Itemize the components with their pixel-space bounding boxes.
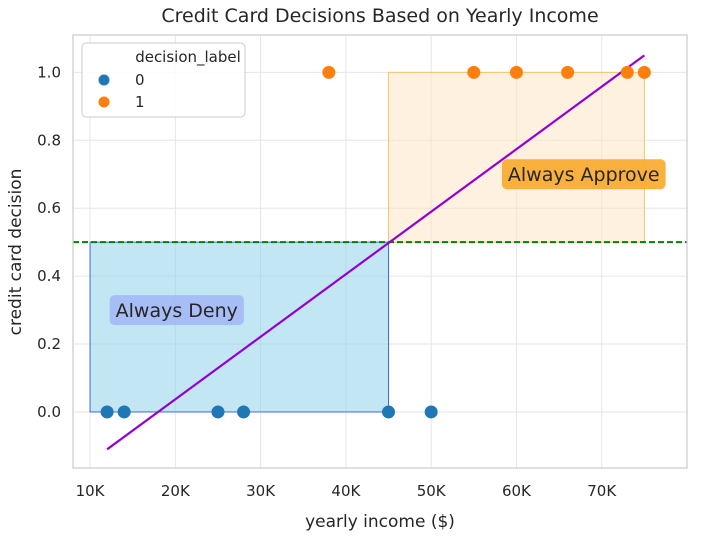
annotation-box: [109, 295, 244, 326]
legend: decision_label 01: [81, 42, 246, 118]
chart-title: Credit Card Decisions Based on Yearly In…: [161, 5, 598, 27]
annotations: Always Deny Always Approve: [109, 159, 666, 326]
y-tick-label: 0.6: [37, 199, 61, 217]
legend-title: decision_label: [135, 48, 241, 67]
annotation-label: Always Deny: [116, 300, 238, 322]
y-tick-label: 0.0: [37, 403, 61, 421]
regression-line: [106, 54, 646, 451]
points: [100, 65, 651, 419]
data-point-label-1: [637, 65, 651, 79]
y-axis-label: credit card decision: [6, 169, 26, 336]
data-point-label-1: [467, 65, 481, 79]
data-point-label-1: [322, 65, 336, 79]
plot-frame: [72, 34, 688, 469]
y-tick-label: 0.2: [37, 335, 61, 353]
x-tick-label: 10K: [76, 482, 106, 500]
data-point-label-0: [117, 405, 131, 419]
y-tick-label: 1.0: [37, 63, 61, 81]
data-point-label-0: [382, 405, 396, 419]
y-tick-label: 0.4: [37, 267, 61, 285]
data-point-label-1: [509, 65, 523, 79]
legend-marker-1: [98, 96, 110, 108]
x-tick-label: 40K: [331, 482, 361, 500]
annotation-box: [501, 159, 666, 190]
legend-label-1: 1: [135, 93, 145, 111]
y-axis-ticks: 0.0 0.2 0.4 0.6 0.8 1.0: [37, 63, 61, 421]
y-tick-label: 0.8: [37, 131, 61, 149]
x-axis-ticks: 10K 20K 30K 40K 50K 60K 70K: [76, 482, 618, 500]
data-point-label-0: [100, 405, 114, 419]
data-point-label-0: [237, 405, 251, 419]
x-tick-label: 50K: [417, 482, 447, 500]
x-tick-label: 20K: [161, 482, 191, 500]
x-axis-label: yearly income ($): [305, 512, 455, 532]
x-tick-label: 30K: [246, 482, 276, 500]
data-point-label-1: [561, 65, 575, 79]
region-always-deny: [89, 241, 390, 413]
annotation-always-approve: Always Approve: [501, 159, 666, 190]
region-always-approve: [388, 71, 645, 243]
legend-box: [81, 42, 246, 118]
annotation-always-deny: Always Deny: [109, 295, 244, 326]
data-point-label-1: [620, 65, 634, 79]
annotation-label: Always Approve: [508, 164, 660, 186]
data-point-label-0: [424, 405, 438, 419]
lines: [73, 54, 687, 451]
data-point-label-0: [211, 405, 225, 419]
legend-label-0: 0: [135, 71, 145, 89]
x-tick-label: 70K: [587, 482, 617, 500]
legend-marker-0: [98, 74, 110, 86]
legend-entries: 01: [98, 71, 145, 111]
x-tick-label: 60K: [502, 482, 532, 500]
